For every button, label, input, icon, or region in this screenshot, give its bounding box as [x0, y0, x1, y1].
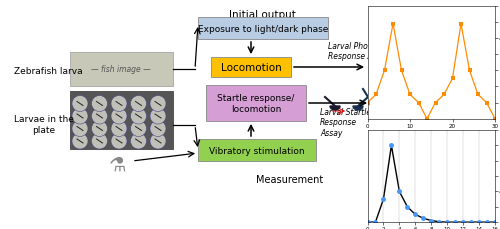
Circle shape: [130, 109, 146, 124]
Polygon shape: [330, 106, 340, 111]
Circle shape: [111, 96, 127, 112]
Circle shape: [130, 96, 146, 112]
FancyBboxPatch shape: [198, 18, 328, 40]
Circle shape: [130, 121, 146, 137]
Polygon shape: [353, 106, 363, 111]
Text: Zebrafish larva: Zebrafish larva: [14, 67, 82, 76]
Text: Larvae in the
plate: Larvae in the plate: [14, 115, 74, 134]
FancyBboxPatch shape: [206, 86, 306, 121]
Circle shape: [111, 121, 127, 137]
FancyBboxPatch shape: [198, 139, 316, 161]
Circle shape: [72, 134, 88, 149]
Circle shape: [150, 134, 166, 149]
Text: Initial output: Initial output: [228, 10, 296, 20]
Text: Larval Startle
Response
Assay: Larval Startle Response Assay: [320, 108, 371, 137]
Circle shape: [72, 96, 88, 112]
Circle shape: [92, 121, 108, 137]
FancyBboxPatch shape: [211, 58, 291, 78]
Text: Exposure to light/dark phase: Exposure to light/dark phase: [198, 25, 328, 33]
FancyBboxPatch shape: [70, 92, 173, 149]
Circle shape: [92, 96, 108, 112]
Circle shape: [92, 134, 108, 149]
Circle shape: [72, 109, 88, 124]
Circle shape: [111, 109, 127, 124]
Circle shape: [150, 121, 166, 137]
Text: Larval Photomotor
Response Assay: Larval Photomotor Response Assay: [328, 41, 398, 61]
Text: Refined
Measurement: Refined Measurement: [424, 202, 486, 221]
Circle shape: [150, 109, 166, 124]
Circle shape: [72, 121, 88, 137]
Text: ⚗: ⚗: [110, 155, 127, 174]
Circle shape: [150, 96, 166, 112]
Text: Vibratory stimulation: Vibratory stimulation: [209, 146, 305, 155]
Circle shape: [92, 109, 108, 124]
FancyBboxPatch shape: [70, 53, 173, 87]
Text: Locomotion: Locomotion: [220, 63, 282, 73]
Text: — fish image —: — fish image —: [91, 65, 151, 74]
Text: Startle response/
locomotion: Startle response/ locomotion: [218, 93, 294, 114]
Circle shape: [111, 134, 127, 149]
Text: Measurement: Measurement: [256, 174, 324, 184]
Circle shape: [130, 134, 146, 149]
